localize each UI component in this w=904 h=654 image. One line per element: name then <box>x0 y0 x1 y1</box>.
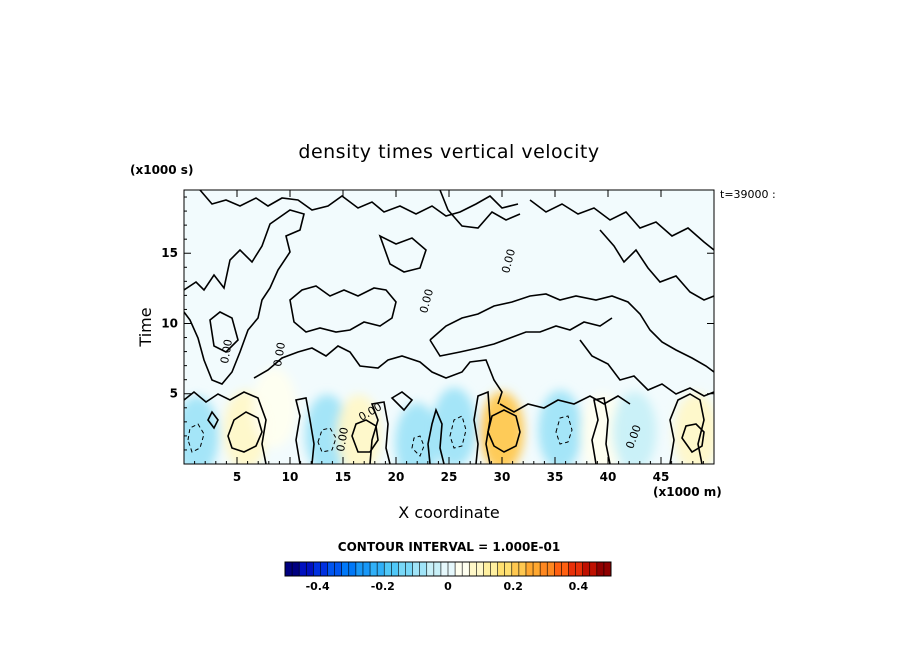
contour-lines <box>184 190 714 464</box>
colorbar-tick-label: 0 <box>444 580 452 593</box>
chart-title: density times vertical velocity <box>298 141 599 163</box>
field-feature-6 <box>432 387 477 464</box>
colorbar-frame <box>284 561 612 577</box>
x-tick-label: 45 <box>653 470 670 484</box>
contour-interval-text: CONTOUR INTERVAL = 1.000E-01 <box>338 540 560 554</box>
y-units-label: (x1000 s) <box>130 163 193 177</box>
y-tick-label: 5 <box>170 387 178 401</box>
contour-label: 0.00 <box>271 341 288 367</box>
field-feature-11 <box>673 393 714 464</box>
y-axis: 5 10 15 <box>161 196 714 451</box>
colorbar-ticks: -0.4 -0.2 0 0.2 0.4 <box>306 580 589 593</box>
x-tick-label: 20 <box>388 470 405 484</box>
x-units-label: (x1000 m) <box>653 485 722 499</box>
colorbar-tick-label: -0.4 <box>306 580 330 593</box>
contour-label: 0.00 <box>218 338 235 364</box>
x-axis: 5 10 15 20 25 30 35 40 45 <box>194 190 704 484</box>
contour-label: 0.00 <box>499 248 518 275</box>
colorbar-tick-label: 0.4 <box>569 580 589 593</box>
negative-contours <box>187 415 573 457</box>
field-feature-10 <box>612 391 657 464</box>
colorbar-tick-label: -0.2 <box>371 580 395 593</box>
field-feature-0 <box>184 395 219 464</box>
field-feature-9 <box>580 393 625 464</box>
field-feature-8 <box>538 390 583 464</box>
x-tick-label: 10 <box>282 470 299 484</box>
field-feature-7 <box>480 391 524 464</box>
x-tick-label: 40 <box>600 470 617 484</box>
y-tick-label: 10 <box>161 316 178 330</box>
contour-label: 0.00 <box>334 426 351 452</box>
x-tick-label: 5 <box>233 470 241 484</box>
contour-label: 0.00 <box>417 288 436 315</box>
colorbar-tick-label: 0.2 <box>503 580 523 593</box>
x-tick-label: 15 <box>335 470 352 484</box>
plot-area: 0.00 0.000.000.000.000.000.00 <box>183 189 715 465</box>
y-tick-label: 15 <box>161 246 178 260</box>
colorbar <box>284 561 612 577</box>
y-axis-label: Time <box>136 307 155 347</box>
x-tick-label: 30 <box>494 470 511 484</box>
field-feature-4 <box>336 394 381 464</box>
x-tick-label: 35 <box>547 470 564 484</box>
field-feature-2 <box>252 367 297 448</box>
time-stamp: t=39000 : <box>720 188 776 201</box>
x-tick-label: 25 <box>441 470 458 484</box>
x-axis-label: X coordinate <box>398 503 499 522</box>
color-field <box>184 367 714 464</box>
